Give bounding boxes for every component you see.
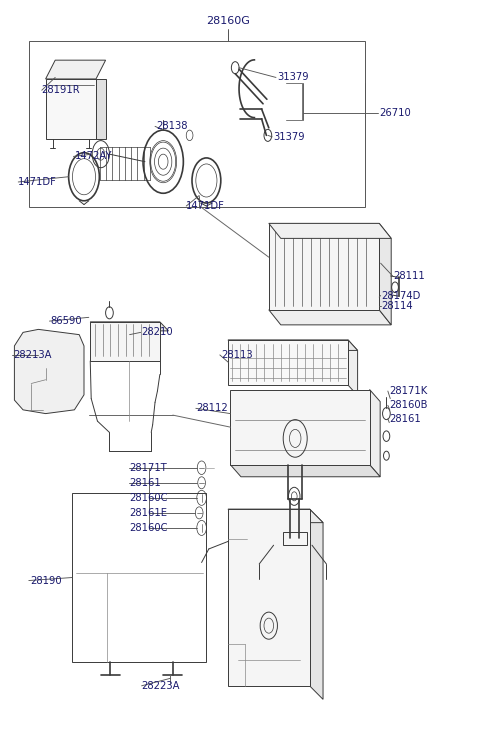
Text: 28213A: 28213A (13, 350, 52, 360)
Polygon shape (370, 390, 380, 477)
Polygon shape (228, 340, 358, 350)
Text: 28114: 28114 (382, 301, 413, 311)
Bar (46, 79, 96, 139)
Text: 28191R: 28191R (41, 85, 79, 96)
Bar (228, 340, 348, 385)
Polygon shape (228, 509, 323, 523)
Text: 1471DF: 1471DF (18, 177, 57, 187)
Text: 26710: 26710 (379, 108, 411, 118)
Text: 28160G: 28160G (206, 16, 250, 26)
Bar (283, 532, 307, 545)
Polygon shape (269, 223, 391, 238)
Text: 31379: 31379 (277, 72, 309, 83)
Text: 28138: 28138 (156, 121, 188, 132)
Polygon shape (269, 310, 391, 325)
Text: 28160C: 28160C (130, 493, 168, 503)
Polygon shape (46, 60, 106, 79)
Text: 28171T: 28171T (130, 462, 168, 473)
Text: 28113: 28113 (221, 350, 252, 360)
Text: 28171K: 28171K (389, 386, 427, 396)
Polygon shape (96, 79, 106, 139)
Text: 28161E: 28161E (130, 508, 168, 518)
Text: 28161: 28161 (130, 478, 161, 488)
Polygon shape (310, 509, 323, 699)
Text: 28111: 28111 (394, 271, 425, 281)
Text: 28160C: 28160C (130, 523, 168, 533)
Polygon shape (90, 322, 168, 331)
Text: 1471DF: 1471DF (186, 201, 225, 211)
Bar (72, 493, 206, 662)
Text: 28190: 28190 (30, 575, 61, 586)
Polygon shape (348, 340, 358, 396)
Bar (230, 390, 370, 465)
Text: 28174D: 28174D (382, 290, 421, 301)
Text: 28160B: 28160B (389, 400, 427, 411)
Bar (90, 322, 160, 361)
Text: 28210: 28210 (142, 327, 173, 338)
Bar (228, 509, 310, 686)
Text: 28223A: 28223A (142, 681, 180, 691)
Bar (269, 223, 379, 310)
Text: 28112: 28112 (196, 403, 228, 414)
Text: 1472AY: 1472AY (74, 151, 112, 162)
Polygon shape (14, 329, 84, 414)
Text: 86590: 86590 (50, 316, 82, 326)
Text: 31379: 31379 (274, 132, 305, 142)
Text: 28161: 28161 (389, 414, 420, 424)
Polygon shape (230, 465, 380, 477)
Polygon shape (379, 223, 391, 325)
Bar (29, 41, 365, 207)
